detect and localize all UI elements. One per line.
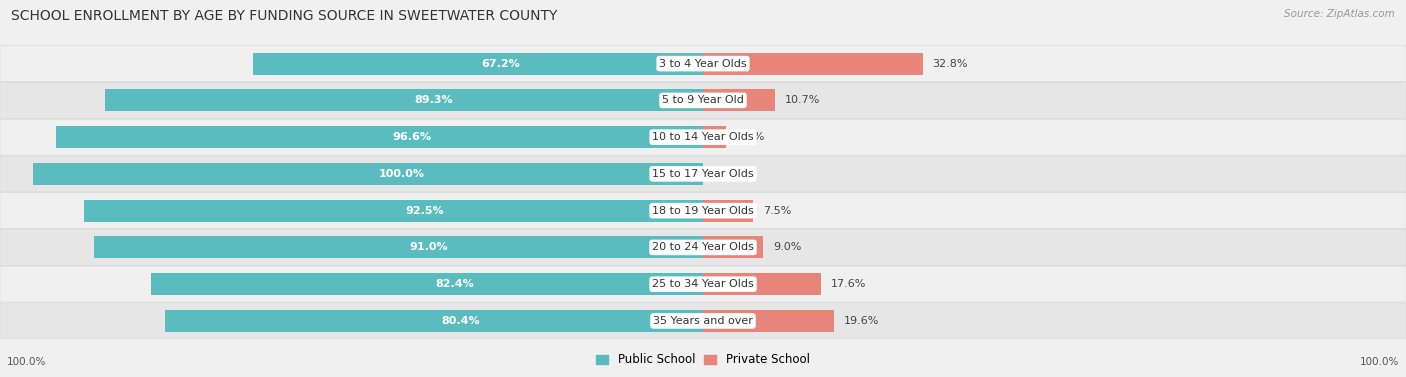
Bar xyxy=(703,200,754,222)
Bar xyxy=(253,53,703,75)
Text: 7.5%: 7.5% xyxy=(763,205,792,216)
Text: 35 Years and over: 35 Years and over xyxy=(652,316,754,326)
Bar xyxy=(703,310,834,332)
Text: 100.0%: 100.0% xyxy=(378,169,425,179)
Text: 10 to 14 Year Olds: 10 to 14 Year Olds xyxy=(652,132,754,142)
FancyBboxPatch shape xyxy=(0,156,1406,192)
Bar xyxy=(152,273,703,295)
Bar xyxy=(703,53,922,75)
Text: 92.5%: 92.5% xyxy=(405,205,444,216)
Bar xyxy=(105,89,703,112)
Text: SCHOOL ENROLLMENT BY AGE BY FUNDING SOURCE IN SWEETWATER COUNTY: SCHOOL ENROLLMENT BY AGE BY FUNDING SOUR… xyxy=(11,9,558,23)
Text: 91.0%: 91.0% xyxy=(409,242,449,253)
Text: 15 to 17 Year Olds: 15 to 17 Year Olds xyxy=(652,169,754,179)
Text: Source: ZipAtlas.com: Source: ZipAtlas.com xyxy=(1284,9,1395,20)
Bar xyxy=(34,163,703,185)
Text: 3 to 4 Year Olds: 3 to 4 Year Olds xyxy=(659,58,747,69)
Bar xyxy=(165,310,703,332)
Text: 100.0%: 100.0% xyxy=(7,357,46,367)
FancyBboxPatch shape xyxy=(0,46,1406,82)
Text: 32.8%: 32.8% xyxy=(932,58,969,69)
Text: 67.2%: 67.2% xyxy=(481,58,520,69)
Text: 5 to 9 Year Old: 5 to 9 Year Old xyxy=(662,95,744,106)
Text: 19.6%: 19.6% xyxy=(844,316,880,326)
Bar xyxy=(94,236,703,259)
Bar xyxy=(703,236,763,259)
Bar xyxy=(703,89,775,112)
Text: 80.4%: 80.4% xyxy=(441,316,479,326)
Text: 18 to 19 Year Olds: 18 to 19 Year Olds xyxy=(652,205,754,216)
FancyBboxPatch shape xyxy=(0,229,1406,265)
Text: 20 to 24 Year Olds: 20 to 24 Year Olds xyxy=(652,242,754,253)
Text: 0.0%: 0.0% xyxy=(713,169,741,179)
Legend: Public School, Private School: Public School, Private School xyxy=(592,349,814,371)
Text: 17.6%: 17.6% xyxy=(831,279,866,289)
Text: 89.3%: 89.3% xyxy=(415,95,453,106)
FancyBboxPatch shape xyxy=(0,82,1406,118)
FancyBboxPatch shape xyxy=(0,119,1406,155)
Bar xyxy=(703,273,821,295)
Text: 9.0%: 9.0% xyxy=(773,242,801,253)
FancyBboxPatch shape xyxy=(0,303,1406,339)
Text: 100.0%: 100.0% xyxy=(1360,357,1399,367)
Text: 25 to 34 Year Olds: 25 to 34 Year Olds xyxy=(652,279,754,289)
Bar xyxy=(84,200,703,222)
Text: 3.4%: 3.4% xyxy=(735,132,765,142)
Text: 82.4%: 82.4% xyxy=(436,279,474,289)
Text: 96.6%: 96.6% xyxy=(392,132,432,142)
Text: 10.7%: 10.7% xyxy=(785,95,820,106)
Bar xyxy=(56,126,703,148)
FancyBboxPatch shape xyxy=(0,193,1406,229)
Bar xyxy=(703,126,725,148)
FancyBboxPatch shape xyxy=(0,266,1406,302)
